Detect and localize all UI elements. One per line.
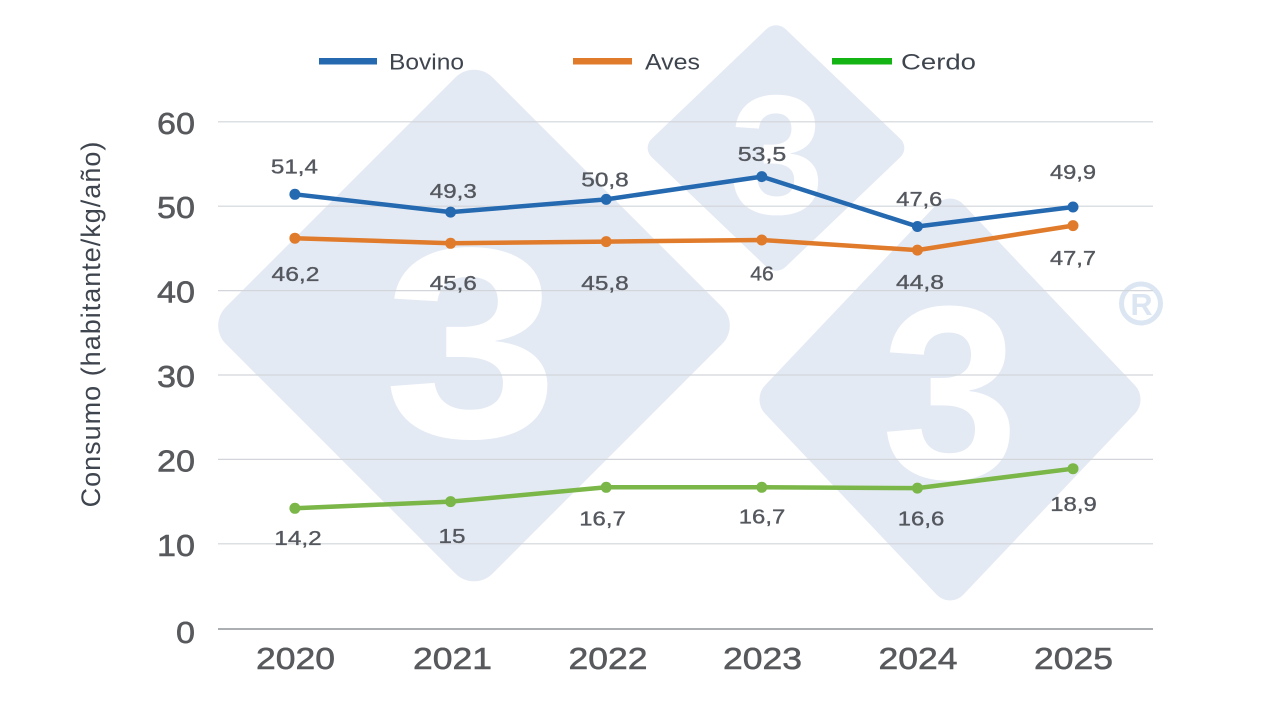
svg-text:16,7: 16,7 [739, 506, 786, 529]
svg-text:50: 50 [157, 190, 195, 225]
svg-text:46,2: 46,2 [272, 263, 320, 286]
svg-text:2020: 2020 [256, 641, 335, 676]
svg-text:20: 20 [157, 443, 195, 478]
svg-text:18,9: 18,9 [1050, 493, 1097, 516]
svg-text:40: 40 [157, 275, 195, 310]
svg-text:3: 3 [730, 61, 825, 251]
svg-text:53,5: 53,5 [738, 143, 787, 166]
svg-text:47,7: 47,7 [1050, 247, 1096, 270]
svg-text:50,8: 50,8 [581, 169, 629, 192]
svg-text:3: 3 [383, 191, 558, 495]
svg-text:46: 46 [750, 263, 774, 286]
svg-text:44,8: 44,8 [896, 271, 944, 294]
svg-text:2022: 2022 [569, 641, 648, 676]
svg-text:45,6: 45,6 [430, 272, 477, 295]
svg-text:2025: 2025 [1034, 641, 1113, 676]
svg-text:47,6: 47,6 [896, 188, 942, 211]
svg-text:2021: 2021 [413, 641, 492, 676]
svg-text:15: 15 [439, 525, 466, 548]
svg-text:10: 10 [157, 528, 195, 563]
svg-text:0: 0 [176, 615, 195, 650]
svg-text:16,7: 16,7 [579, 508, 626, 531]
svg-text:49,3: 49,3 [430, 180, 477, 203]
svg-text:16,6: 16,6 [898, 508, 945, 531]
svg-text:Cerdo: Cerdo [901, 50, 976, 75]
svg-text:Aves: Aves [645, 50, 700, 75]
svg-text:14,2: 14,2 [274, 527, 322, 550]
svg-text:30: 30 [157, 359, 195, 394]
svg-text:2024: 2024 [879, 641, 958, 676]
svg-text:2023: 2023 [723, 641, 802, 676]
svg-text:49,9: 49,9 [1050, 161, 1096, 184]
svg-text:Bovino: Bovino [389, 50, 464, 75]
svg-text:45,8: 45,8 [581, 272, 629, 295]
svg-text:Consumo (habitante/kg/año): Consumo (habitante/kg/año) [76, 141, 106, 508]
svg-text:R: R [1130, 288, 1152, 322]
svg-text:51,4: 51,4 [271, 155, 318, 178]
svg-text:60: 60 [157, 106, 195, 141]
